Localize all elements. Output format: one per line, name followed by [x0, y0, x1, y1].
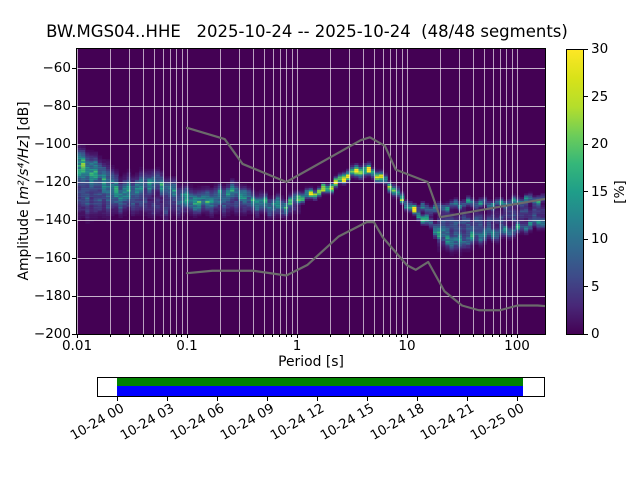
x-tick-mark [238, 334, 240, 337]
x-tick-mark [329, 334, 331, 337]
y-tick-mark [72, 67, 77, 69]
time-tick-mark [166, 397, 168, 401]
x-tick-label: 0.1 [176, 338, 198, 354]
x-tick-mark [142, 334, 144, 337]
x-tick-mark [389, 334, 391, 337]
x-tick-mark [406, 334, 408, 338]
plot-area [76, 48, 546, 335]
y-tick-mark [72, 295, 77, 297]
y-tick-mark [72, 105, 77, 107]
colorbar [566, 49, 584, 335]
plot-title: BW.MGS04..HHE 2025-10-24 -- 2025-10-24 (… [46, 22, 568, 41]
x-tick-mark [499, 334, 501, 337]
y-tick-label: −100 [33, 136, 71, 152]
y-tick-label: −80 [42, 98, 72, 114]
colorbar-tick-label: 20 [591, 136, 609, 152]
time-tick-mark [316, 397, 318, 401]
colorbar-tick-mark [584, 333, 588, 335]
colorbar-tick-mark [584, 96, 588, 97]
x-tick-mark [362, 334, 364, 337]
x-tick-label: 100 [504, 338, 530, 354]
time-tick-mark [116, 397, 118, 401]
x-tick-mark [296, 334, 298, 338]
x-tick-mark [511, 334, 513, 337]
x-tick-mark [186, 334, 188, 338]
x-tick-mark [109, 334, 111, 337]
x-tick-mark [263, 334, 265, 337]
colorbar-tick-mark [584, 286, 588, 287]
coverage-data-green [117, 378, 523, 386]
x-tick-mark [279, 334, 281, 337]
x-tick-mark [181, 334, 183, 337]
time-tick-mark [366, 397, 368, 401]
y-tick-mark [72, 181, 77, 183]
x-tick-label: 0.01 [61, 338, 93, 354]
x-tick-mark [153, 334, 155, 337]
y-tick-label: −120 [33, 174, 71, 190]
x-tick-mark [348, 334, 350, 337]
x-tick-mark [128, 334, 130, 337]
y-tick-label: −200 [33, 326, 71, 342]
x-tick-mark [169, 334, 171, 337]
x-tick-mark [373, 334, 375, 337]
x-tick-mark [395, 334, 397, 337]
y-tick-label: −140 [33, 212, 71, 228]
colorbar-tick-label: 5 [591, 278, 600, 295]
colorbar-tick-label: 25 [591, 88, 609, 105]
colorbar-tick-label: 0 [591, 326, 600, 342]
x-tick-mark [175, 334, 177, 337]
colorbar-tick-mark [584, 238, 588, 240]
x-tick-mark [516, 334, 518, 338]
x-tick-mark [76, 334, 78, 338]
colorbar-tick-mark [584, 48, 588, 50]
colorbar-tick-label: 10 [591, 231, 609, 247]
colorbar-tick-label: 30 [591, 41, 609, 57]
x-axis-label: Period [s] [278, 354, 344, 370]
y-tick-label: −160 [33, 250, 71, 266]
x-tick-mark [401, 334, 403, 337]
x-tick-mark [483, 334, 485, 337]
time-tick-mark [466, 397, 468, 401]
x-tick-mark [219, 334, 221, 337]
y-tick-mark [72, 257, 77, 259]
x-tick-mark [382, 334, 384, 337]
time-tick-mark [216, 397, 218, 401]
time-tick-mark [416, 397, 418, 401]
x-tick-mark [492, 334, 494, 337]
x-tick-label: 10 [398, 338, 416, 354]
time-tick-mark [266, 397, 268, 401]
x-tick-mark [291, 334, 293, 337]
ppsd-heatmap-canvas [77, 49, 545, 334]
coverage-bar [97, 377, 545, 397]
x-tick-label: 1 [292, 338, 302, 354]
x-tick-mark [472, 334, 474, 337]
x-tick-mark [162, 334, 164, 337]
x-tick-mark [458, 334, 460, 337]
colorbar-tick-mark [584, 191, 588, 192]
y-tick-mark [72, 333, 77, 335]
colorbar-tick-label: 15 [591, 183, 609, 200]
x-tick-mark [505, 334, 507, 337]
x-tick-mark [439, 334, 441, 337]
coverage-data-blue [117, 386, 523, 396]
y-tick-label: −180 [33, 288, 71, 304]
time-tick-label: 10-24 00 [68, 401, 127, 444]
x-tick-mark [252, 334, 254, 337]
y-tick-label: −60 [42, 60, 72, 76]
colorbar-tick-mark [584, 143, 588, 145]
y-tick-mark [72, 143, 77, 145]
x-tick-mark [285, 334, 287, 337]
y-tick-mark [72, 219, 77, 221]
x-tick-mark [272, 334, 274, 337]
time-tick-mark [516, 397, 518, 401]
